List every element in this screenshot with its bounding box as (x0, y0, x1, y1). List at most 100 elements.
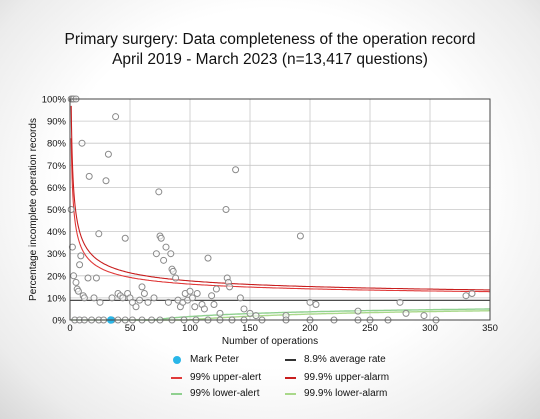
data-point (108, 294, 116, 302)
data-point (96, 298, 104, 306)
y-tick-label: 0% (52, 316, 66, 327)
legend-label: 99% upper-alert (190, 372, 262, 383)
y-tick-label: 30% (47, 249, 67, 260)
data-point (95, 230, 103, 238)
data-point (164, 298, 172, 306)
data-point (157, 234, 165, 242)
data-point (167, 250, 175, 258)
y-tick-label: 40% (47, 227, 67, 238)
grid-lines (69, 98, 491, 321)
data-point (136, 296, 144, 304)
data-point (84, 274, 92, 282)
x-tick-label: 250 (362, 323, 378, 334)
legend-label: 8.9% average rate (304, 354, 386, 365)
upper-alert-curve (70, 138, 490, 293)
y-tick-label: 80% (47, 139, 67, 150)
data-point (78, 139, 86, 147)
y-tick-label: 70% (47, 161, 67, 172)
x-tick-label: 100 (182, 323, 198, 334)
data-point (232, 166, 240, 174)
y-tick-label: 50% (47, 205, 67, 216)
data-point (462, 292, 470, 300)
data-point (468, 289, 476, 297)
data-point (246, 309, 254, 317)
upper-alarm-curve (70, 105, 490, 291)
y-tick-label: 100% (42, 95, 67, 106)
data-point (112, 113, 120, 121)
data-point (212, 285, 220, 293)
data-point (72, 278, 80, 286)
data-point (216, 309, 224, 317)
legend-label: 99.9% lower-alarm (304, 388, 388, 399)
data-point (77, 252, 85, 260)
legend-dot-marker (170, 353, 190, 367)
data-points (67, 95, 476, 324)
chart-title: Primary surgery: Data completeness of th… (64, 31, 476, 48)
data-point (402, 309, 410, 317)
data-point (121, 234, 129, 242)
data-point (80, 294, 88, 302)
data-point (193, 289, 201, 297)
data-point (354, 307, 362, 315)
x-tick-label: 300 (422, 323, 438, 334)
y-tick-label: 90% (47, 117, 67, 128)
data-point (420, 312, 428, 320)
legend-line-marker (284, 353, 304, 367)
data-point (152, 250, 160, 258)
legend-line-marker (284, 387, 304, 401)
data-point (92, 274, 100, 282)
data-point (200, 305, 208, 313)
data-point (90, 294, 98, 302)
data-point (85, 172, 93, 180)
data-point (191, 303, 199, 311)
legend-label: 99.9% upper-alarm (304, 372, 390, 383)
data-point (162, 243, 170, 251)
data-point (222, 206, 230, 213)
legend-line-marker (170, 387, 190, 401)
x-tick-label: 50 (125, 323, 136, 334)
data-point (172, 274, 180, 282)
data-point (396, 298, 404, 306)
legend-line-marker (170, 371, 190, 385)
data-point (119, 294, 127, 302)
data-point (210, 301, 218, 309)
data-point (240, 305, 248, 313)
data-point (128, 298, 136, 306)
data-point (132, 303, 140, 311)
data-point (76, 261, 84, 269)
x-axis-label: Number of operations (222, 336, 318, 347)
data-point (70, 272, 78, 280)
data-point (252, 312, 260, 320)
data-point (306, 298, 314, 306)
y-tick-label: 20% (47, 271, 67, 282)
data-point (155, 188, 163, 196)
data-point (160, 256, 168, 264)
data-point (74, 287, 82, 295)
x-tick-label: 0 (67, 323, 72, 334)
data-point (150, 294, 158, 302)
data-point (208, 292, 216, 300)
data-point (138, 283, 146, 291)
data-point (68, 243, 76, 251)
legend-label: 99% lower-alert (190, 388, 260, 399)
data-point (226, 283, 234, 291)
data-point (140, 289, 148, 297)
data-point (144, 298, 152, 306)
data-point (188, 294, 196, 302)
chart-subtitle: April 2019 - March 2023 (n=13,417 questi… (112, 51, 428, 68)
data-point (186, 287, 194, 295)
legend-label: Mark Peter (190, 354, 239, 365)
y-axis-label: Percentage incomplete operation records (28, 118, 39, 301)
x-tick-label: 200 (302, 323, 318, 334)
axes: 0% 10% 20% 30% 40% 50% 60% 70% 80% 90% 100% 0 50 100 1… (42, 95, 498, 335)
data-point (169, 267, 177, 275)
data-point (312, 301, 320, 309)
data-point (67, 206, 75, 213)
x-tick-label: 150 (242, 323, 258, 334)
y-tick-label: 60% (47, 183, 67, 194)
data-point (102, 177, 110, 185)
legend-line-marker (284, 371, 304, 385)
plot-border (69, 98, 491, 321)
data-point (104, 150, 112, 158)
y-tick-label: 10% (47, 293, 67, 304)
